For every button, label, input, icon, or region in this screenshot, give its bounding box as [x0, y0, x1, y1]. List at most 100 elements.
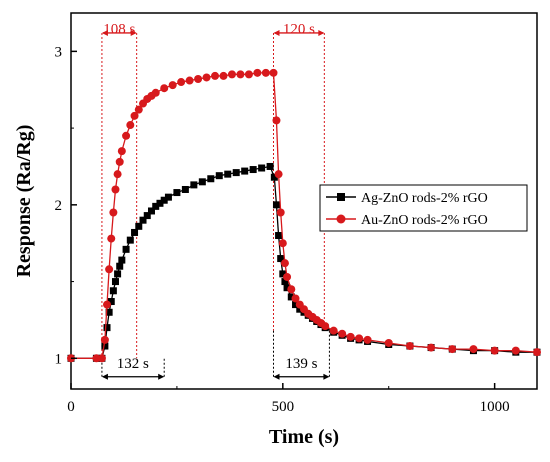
data-point-0-35 — [270, 173, 278, 181]
data-point-1-53 — [363, 335, 372, 344]
data-point-0-7 — [109, 287, 117, 295]
data-point-1-22 — [177, 78, 186, 87]
x-tick-label-2: 1000 — [480, 399, 510, 415]
data-point-1-50 — [338, 329, 347, 338]
data-point-0-20 — [156, 199, 164, 207]
data-point-1-21 — [168, 81, 177, 90]
data-point-0-5 — [105, 308, 113, 316]
annotation-lines — [101, 29, 330, 380]
annotation-arrowhead-right-1 — [318, 29, 325, 36]
data-point-1-37 — [278, 239, 287, 248]
data-point-0-32 — [249, 166, 257, 174]
annotation-arrowhead-left-0 — [101, 29, 108, 36]
data-point-0-13 — [126, 236, 134, 244]
data-point-1-32 — [261, 68, 270, 77]
y-axis-label: Response (Ra/Rg) — [13, 125, 35, 278]
data-point-1-28 — [227, 70, 236, 79]
data-point-1-3 — [100, 335, 109, 344]
annotation-labels: 108 s 120 s 132 s 139 s — [103, 21, 317, 372]
data-point-0-38 — [277, 255, 285, 263]
data-point-0-41 — [283, 284, 291, 292]
data-point-1-49 — [329, 326, 338, 335]
legend-marker-1 — [336, 214, 346, 224]
data-point-1-61 — [533, 348, 541, 357]
data-point-1-41 — [291, 294, 300, 303]
data-point-0-10 — [116, 262, 124, 270]
data-point-0-36 — [272, 201, 280, 209]
data-point-1-6 — [107, 234, 116, 243]
data-point-1-40 — [287, 285, 296, 294]
data-point-1-24 — [194, 74, 203, 83]
data-point-0-22 — [164, 193, 172, 201]
data-point-0-43 — [292, 301, 300, 309]
data-point-1-25 — [202, 73, 211, 82]
data-point-1-51 — [346, 332, 355, 341]
data-point-0-28 — [215, 172, 223, 180]
data-point-0-30 — [232, 169, 240, 177]
data-point-1-48 — [321, 322, 330, 331]
data-point-1-31 — [253, 68, 262, 77]
data-point-1-2 — [97, 354, 106, 363]
data-point-0-16 — [139, 216, 147, 224]
data-point-1-4 — [103, 300, 112, 309]
data-point-0-3 — [101, 342, 109, 350]
annotation-arrowhead-right-3 — [323, 373, 330, 380]
x-axis-label: Time (s) — [269, 426, 339, 448]
data-point-0-4 — [103, 324, 111, 332]
data-point-1-38 — [280, 259, 289, 268]
data-point-1-5 — [105, 265, 114, 274]
data-point-1-60 — [511, 346, 520, 355]
data-point-0-34 — [266, 162, 274, 170]
data-point-1-30 — [244, 70, 253, 79]
data-point-1-12 — [122, 131, 131, 140]
data-point-1-29 — [236, 70, 245, 79]
data-point-1-56 — [427, 343, 436, 352]
data-point-1-10 — [115, 157, 124, 166]
data-point-1-59 — [490, 346, 499, 355]
y-tick-label-0: 1 — [55, 351, 63, 367]
data-point-1-1 — [92, 354, 101, 363]
data-point-0-11 — [118, 256, 126, 264]
data-point-1-19 — [151, 88, 160, 97]
x-tick-label-0: 0 — [67, 399, 75, 415]
annotation-arrowhead-left-3 — [273, 373, 280, 380]
data-point-0-44 — [296, 305, 304, 313]
data-point-1-58 — [469, 345, 478, 354]
legend-marker-0 — [337, 193, 345, 201]
data-point-0-31 — [241, 167, 249, 175]
data-point-0-42 — [287, 293, 295, 301]
data-point-1-15 — [134, 105, 143, 114]
data-point-0-39 — [279, 270, 287, 278]
annotation-label-0: 108 s — [103, 21, 135, 37]
legend-label-1: Au-ZnO rods-2% rGO — [361, 213, 488, 228]
x-tick-label-1: 500 — [272, 399, 295, 415]
data-point-0-29 — [224, 170, 232, 178]
data-point-1-14 — [130, 111, 139, 120]
data-point-1-23 — [185, 76, 194, 85]
data-point-0-15 — [135, 222, 143, 230]
annotation-arrowhead-left-2 — [101, 373, 108, 380]
data-point-1-34 — [272, 116, 281, 125]
data-point-1-52 — [355, 334, 364, 343]
data-point-1-20 — [160, 84, 169, 93]
data-point-1-11 — [117, 147, 126, 156]
legend-label-0: Ag-ZnO rods-2% rGO — [361, 191, 488, 206]
data-point-1-55 — [405, 342, 414, 351]
plot-frame — [70, 12, 538, 390]
data-point-0-37 — [275, 232, 283, 240]
annotation-label-3: 139 s — [285, 356, 317, 372]
legend: Ag-ZnO rods-2% rGO Au-ZnO rods-2% rGO — [319, 184, 528, 232]
data-point-1-57 — [448, 345, 457, 354]
annotation-label-2: 132 s — [117, 356, 149, 372]
y-tick-label-1: 2 — [55, 198, 63, 214]
data-point-0-21 — [160, 196, 168, 204]
data-point-0-25 — [190, 181, 198, 189]
legend-box — [319, 184, 528, 232]
data-point-1-8 — [111, 185, 120, 194]
annotation-arrowhead-left-1 — [273, 29, 280, 36]
annotation-arrowhead-right-0 — [130, 29, 137, 36]
data-point-1-7 — [109, 208, 118, 217]
data-point-0-12 — [122, 245, 130, 253]
